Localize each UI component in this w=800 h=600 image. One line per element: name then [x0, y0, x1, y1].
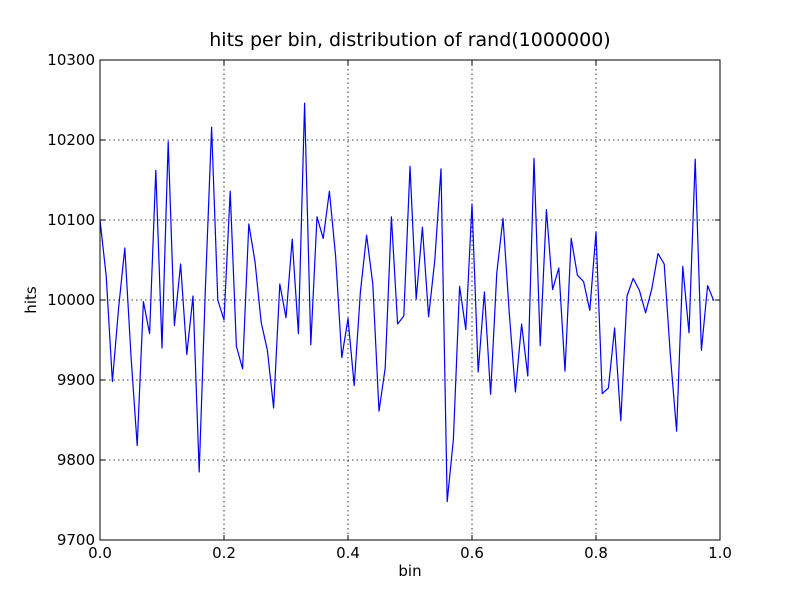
- x-tick-label: 0.8: [584, 544, 608, 562]
- y-tick-label: 10100: [47, 211, 95, 229]
- x-tick-label: 1.0: [708, 544, 732, 562]
- x-tick-label: 0.6: [460, 544, 484, 562]
- chart-title: hits per bin, distribution of rand(10000…: [209, 29, 610, 51]
- x-axis-label: bin: [398, 562, 421, 580]
- y-tick-label: 10200: [47, 131, 95, 149]
- tick-labels: 0.0 0.2 0.4 0.6 0.8 1.0 9700 9800 9900 10000 10100…: [47, 51, 732, 562]
- series-layer: [99, 102, 715, 503]
- y-tick-label: 10000: [47, 291, 95, 309]
- x-tick-label: 0.2: [212, 544, 236, 562]
- x-tick-label: 0.4: [336, 544, 360, 562]
- series-line: [99, 102, 715, 503]
- grid-lines: [100, 60, 720, 540]
- y-tick-label: 9800: [57, 451, 95, 469]
- y-tick-label: 9900: [57, 371, 95, 389]
- tick-marks: [99, 59, 721, 541]
- y-tick-label: 9700: [57, 531, 95, 549]
- x-tick-label: 0.0: [88, 544, 112, 562]
- y-tick-label: 10300: [47, 51, 95, 69]
- y-axis-label: hits: [22, 286, 40, 314]
